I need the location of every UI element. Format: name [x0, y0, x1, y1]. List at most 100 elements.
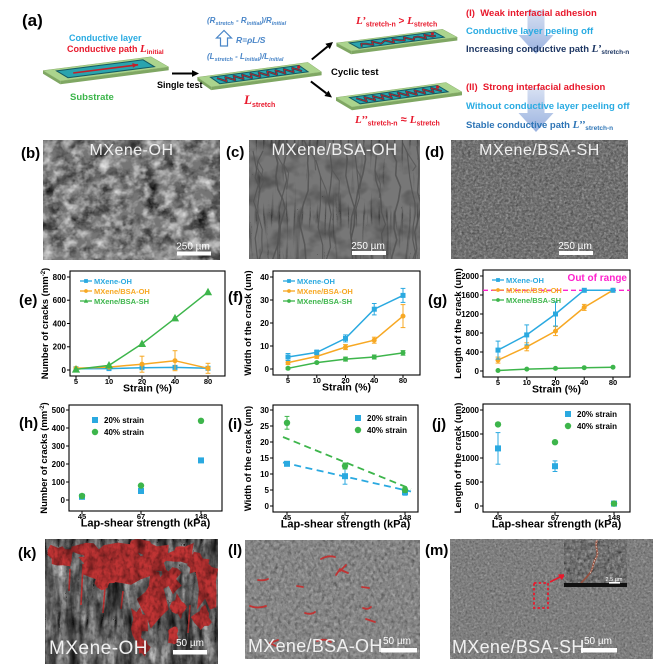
svg-text:Increasing conductive path L’s: Increasing conductive path L’stretch-n	[466, 43, 629, 56]
svg-text:(b): (b)	[21, 145, 40, 162]
svg-text:Conductive layer: Conductive layer	[69, 33, 142, 43]
svg-text:Lap-shear strength (kPa): Lap-shear strength (kPa)	[81, 518, 211, 530]
svg-text:40% strain: 40% strain	[104, 428, 144, 437]
svg-text:40: 40	[171, 377, 179, 386]
svg-text:R=ρL/S: R=ρL/S	[236, 35, 266, 45]
svg-text:(g): (g)	[428, 292, 447, 309]
svg-text:40% strain: 40% strain	[577, 422, 617, 431]
svg-text:MXene/BSA-OH: MXene/BSA-OH	[297, 287, 353, 296]
svg-text:Width of the crack (um): Width of the crack (um)	[243, 270, 254, 375]
svg-text:5: 5	[286, 376, 290, 385]
svg-text:(e): (e)	[19, 292, 37, 309]
svg-text:MXene/BSA-SH: MXene/BSA-SH	[506, 296, 561, 305]
svg-text:20: 20	[138, 377, 146, 386]
svg-text:45: 45	[78, 512, 86, 521]
svg-text:Out of range: Out of range	[568, 273, 628, 284]
svg-text:Conductive layer peeling off: Conductive layer peeling off	[466, 26, 594, 37]
svg-text:400: 400	[53, 319, 67, 328]
svg-text:200: 200	[53, 343, 67, 352]
svg-text:Strain (%): Strain (%)	[123, 383, 172, 395]
svg-text:1200: 1200	[461, 310, 479, 319]
svg-text:2000: 2000	[461, 272, 479, 281]
svg-text:250 µm: 250 µm	[558, 241, 592, 252]
svg-text:(j): (j)	[432, 416, 446, 433]
svg-text:148: 148	[608, 513, 621, 522]
svg-text:Single test: Single test	[157, 80, 203, 90]
svg-text:(i): (i)	[228, 416, 242, 433]
svg-text:20: 20	[260, 319, 269, 328]
svg-text:Stable conductive path L’’stre: Stable conductive path L’’stretch-n	[466, 119, 613, 132]
svg-text:Length of the crack (um): Length of the crack (um)	[453, 268, 464, 379]
svg-text:20% strain: 20% strain	[367, 414, 407, 423]
svg-text:MXene-OH: MXene-OH	[49, 638, 148, 659]
svg-text:MXene/BSA-OH: MXene/BSA-OH	[248, 636, 383, 656]
svg-text:25: 25	[260, 422, 269, 431]
svg-text:67: 67	[137, 512, 145, 521]
svg-text:40: 40	[260, 273, 269, 282]
svg-text:400: 400	[466, 348, 480, 357]
svg-text:10: 10	[260, 470, 269, 479]
svg-text:MXene-OH: MXene-OH	[94, 277, 132, 286]
svg-text:(Rstretch - Rinitial)/Rinitial: (Rstretch - Rinitial)/Rinitial	[207, 16, 287, 27]
svg-text:MXene/BSA-SH: MXene/BSA-SH	[479, 142, 600, 159]
svg-text:1600: 1600	[461, 291, 479, 300]
svg-text:30: 30	[260, 296, 269, 305]
svg-text:800: 800	[53, 273, 67, 282]
svg-text:20% strain: 20% strain	[104, 416, 144, 425]
svg-text:Length of the crack (um): Length of the crack (um)	[453, 403, 464, 514]
svg-text:(l): (l)	[228, 542, 242, 559]
svg-text:(m): (m)	[425, 542, 448, 559]
svg-text:20: 20	[551, 378, 559, 387]
svg-text:250 µm: 250 µm	[351, 241, 385, 252]
svg-text:(c): (c)	[226, 144, 244, 161]
svg-text:80: 80	[204, 377, 212, 386]
svg-text:5: 5	[265, 486, 270, 495]
svg-text:Number of cracks (mm-2): Number of cracks (mm-2)	[39, 402, 50, 513]
svg-text:148: 148	[195, 512, 208, 521]
svg-text:50 µm: 50 µm	[176, 638, 204, 649]
svg-text:MXene/BSA-OH: MXene/BSA-OH	[506, 286, 562, 295]
svg-text:50 µm: 50 µm	[584, 636, 612, 647]
svg-text:40: 40	[580, 378, 588, 387]
svg-text:10: 10	[105, 377, 113, 386]
svg-text:MXene/BSA-SH: MXene/BSA-SH	[94, 297, 149, 306]
svg-text:(k): (k)	[18, 545, 36, 562]
svg-text:0: 0	[475, 502, 480, 511]
svg-text:2000: 2000	[461, 406, 479, 415]
svg-text:20: 20	[341, 376, 349, 385]
svg-text:100: 100	[52, 478, 66, 487]
svg-text:MXene/BSA-SH: MXene/BSA-SH	[297, 297, 352, 306]
svg-text:Without conductive layer peeli: Without conductive layer peeling off	[466, 101, 630, 112]
svg-text:45: 45	[283, 513, 291, 522]
svg-text:1000: 1000	[461, 454, 479, 463]
svg-text:(d): (d)	[425, 144, 444, 161]
svg-text:80: 80	[609, 378, 617, 387]
svg-text:600: 600	[53, 296, 67, 305]
svg-text:500: 500	[466, 478, 480, 487]
svg-text:0: 0	[265, 365, 270, 374]
svg-text:67: 67	[341, 513, 349, 522]
svg-text:148: 148	[399, 513, 412, 522]
svg-text:10: 10	[260, 342, 269, 351]
svg-text:500: 500	[52, 406, 66, 415]
svg-text:5: 5	[74, 377, 78, 386]
svg-text:(f): (f)	[228, 289, 243, 306]
svg-text:MXene/BSA-SH: MXene/BSA-SH	[452, 637, 585, 657]
svg-text:MXene-OH: MXene-OH	[297, 277, 335, 286]
svg-text:MXene-OH: MXene-OH	[506, 276, 544, 285]
svg-text:1500: 1500	[461, 430, 479, 439]
svg-text:45: 45	[494, 513, 502, 522]
svg-text:40% strain: 40% strain	[367, 426, 407, 435]
svg-text:5: 5	[496, 378, 500, 387]
svg-text:MXene/BSA-OH: MXene/BSA-OH	[94, 287, 150, 296]
svg-text:300: 300	[52, 442, 66, 451]
svg-text:15: 15	[260, 454, 269, 463]
svg-text:0: 0	[475, 367, 480, 376]
svg-text:Substrate: Substrate	[70, 92, 114, 103]
svg-text:Cyclic test: Cyclic test	[331, 67, 379, 78]
svg-text:67: 67	[551, 513, 559, 522]
svg-text:200: 200	[52, 460, 66, 469]
svg-text:(Lstretch - Linitial)/Linitial: (Lstretch - Linitial)/Linitial	[207, 52, 284, 63]
svg-text:80: 80	[399, 376, 407, 385]
svg-text:10: 10	[523, 378, 531, 387]
